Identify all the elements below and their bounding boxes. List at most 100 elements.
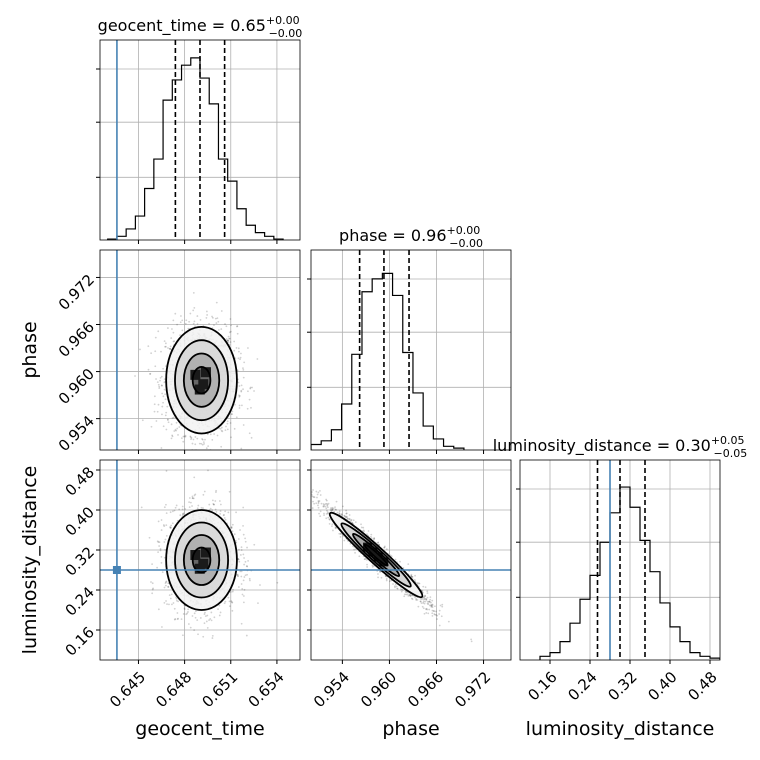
sample-point xyxy=(349,542,352,545)
sample-point xyxy=(215,511,218,513)
sample-point xyxy=(331,523,334,526)
sample-point xyxy=(241,588,244,590)
sample-point xyxy=(237,558,240,561)
sample-point xyxy=(152,587,154,590)
sample-point xyxy=(246,546,248,549)
sample-point xyxy=(238,395,241,397)
sample-point xyxy=(193,612,196,615)
sample-point xyxy=(220,310,223,312)
sample-point xyxy=(191,497,194,499)
sample-point xyxy=(244,537,246,540)
sample-point xyxy=(196,315,199,317)
sample-point xyxy=(238,548,240,551)
sample-point xyxy=(177,434,179,436)
sample-point xyxy=(325,512,328,515)
sample-point xyxy=(155,420,158,422)
sample-point xyxy=(161,392,164,395)
sample-point xyxy=(155,378,157,380)
sample-point xyxy=(182,513,184,516)
sample-point xyxy=(220,328,223,330)
sample-point xyxy=(218,500,221,502)
sample-point xyxy=(196,437,199,440)
sample-point xyxy=(188,320,191,323)
sample-point xyxy=(385,579,388,582)
sample-point xyxy=(151,592,154,595)
sample-point xyxy=(187,608,190,611)
sample-point xyxy=(198,442,201,445)
sample-point xyxy=(134,375,136,377)
sample-point xyxy=(193,476,196,479)
sample-point xyxy=(175,429,177,432)
sample-point xyxy=(202,507,204,509)
sample-point xyxy=(394,586,396,589)
sample-point xyxy=(162,425,165,428)
sample-point xyxy=(224,510,227,513)
sample-point xyxy=(225,425,227,428)
sample-point xyxy=(242,424,245,426)
sample-point xyxy=(242,368,245,371)
sample-point xyxy=(233,533,236,536)
sample-point xyxy=(231,590,234,593)
sample-point xyxy=(223,517,226,519)
sample-point xyxy=(424,595,427,597)
sample-point xyxy=(242,553,245,556)
sample-point xyxy=(344,515,347,518)
sample-point xyxy=(224,429,227,431)
density-layer xyxy=(311,489,473,643)
sample-point xyxy=(238,385,241,387)
sample-point xyxy=(223,513,225,516)
sample-point xyxy=(240,575,243,578)
sample-point xyxy=(316,493,319,496)
sample-point xyxy=(430,605,433,608)
sample-point xyxy=(204,438,206,441)
sample-point xyxy=(370,537,373,540)
sample-point xyxy=(230,526,233,529)
sample-point xyxy=(415,599,418,601)
sample-point xyxy=(447,620,450,623)
sample-point xyxy=(173,509,176,512)
sample-point xyxy=(192,438,195,441)
sample-point xyxy=(220,429,223,432)
sample-point xyxy=(248,432,251,435)
sample-point xyxy=(236,332,239,335)
sample-point xyxy=(234,403,236,406)
sample-point xyxy=(243,557,245,559)
sample-point xyxy=(239,529,241,531)
sample-point xyxy=(373,537,376,540)
hist2d-geocent_time-luminosity_distance xyxy=(96,459,301,664)
sample-point xyxy=(331,507,334,510)
sample-point xyxy=(165,524,168,527)
sample-point xyxy=(237,347,240,350)
sample-point xyxy=(172,602,175,604)
sample-point xyxy=(165,428,168,431)
sample-point xyxy=(183,608,186,611)
panel-title: luminosity_distance = 0.30+0.05 −0.05 xyxy=(493,434,748,460)
sample-point xyxy=(153,395,156,398)
sample-point xyxy=(257,602,259,605)
sample-point xyxy=(390,555,393,558)
sample-point xyxy=(411,576,413,578)
sample-point xyxy=(165,600,167,602)
sample-point xyxy=(151,582,154,585)
sample-point xyxy=(236,575,239,577)
sample-point xyxy=(326,506,329,509)
sample-point xyxy=(326,509,328,512)
sample-point xyxy=(325,517,328,520)
sample-point xyxy=(423,612,426,615)
hist2d-phase-luminosity_distance xyxy=(307,459,512,664)
sample-point xyxy=(226,339,229,342)
sample-point xyxy=(156,381,159,384)
sample-point xyxy=(246,565,249,568)
sample-point xyxy=(187,611,189,613)
sample-point xyxy=(187,623,190,625)
panel-frame xyxy=(99,39,301,241)
sample-point xyxy=(210,619,213,622)
sample-point xyxy=(159,376,162,379)
sample-point xyxy=(213,433,216,435)
sample-point xyxy=(177,617,179,620)
sample-point xyxy=(167,586,170,588)
sample-point xyxy=(225,338,228,340)
sample-point xyxy=(418,582,421,585)
sample-point xyxy=(322,503,325,505)
sample-point xyxy=(229,318,232,320)
